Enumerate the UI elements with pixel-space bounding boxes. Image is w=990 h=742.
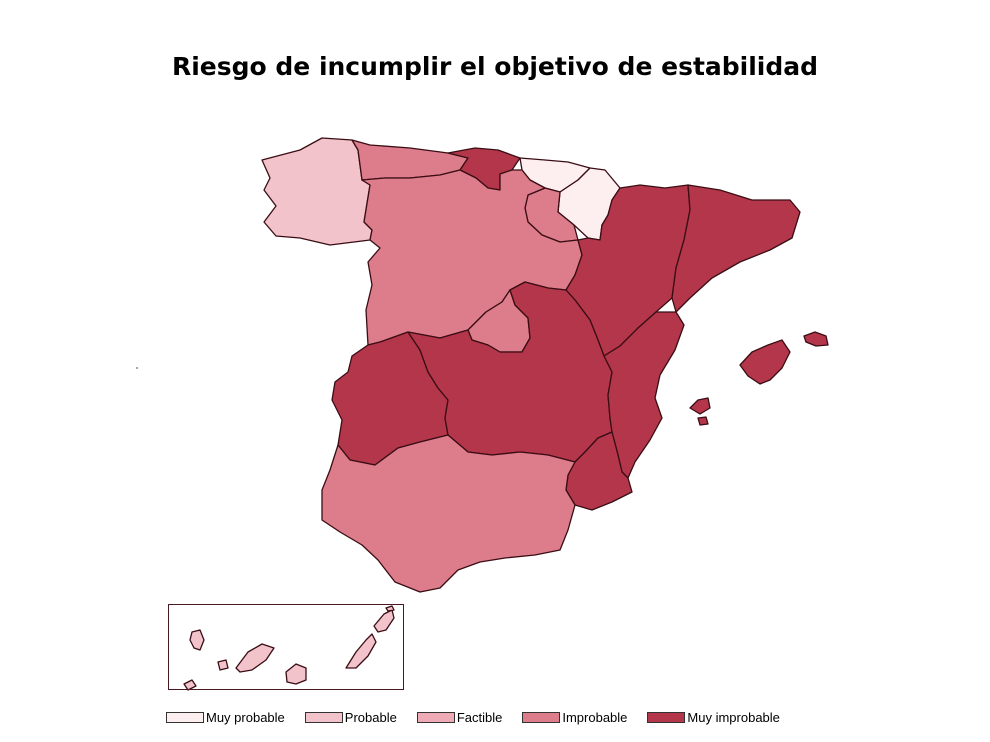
region-formentera[interactable]	[697, 416, 709, 426]
legend-item: Factible	[416, 709, 503, 725]
region-andalucia[interactable]	[321, 434, 576, 593]
legend: Muy probable Probable Factible Improbabl…	[166, 708, 800, 726]
legend-swatch	[416, 711, 455, 723]
region-canarias-gran-canaria[interactable]	[285, 663, 307, 685]
legend-item: Probable	[304, 709, 397, 725]
legend-swatch	[304, 711, 343, 723]
region-valenciana[interactable]	[603, 311, 685, 479]
legend-item: Muy improbable	[647, 710, 780, 725]
region-galicia[interactable]	[261, 137, 373, 246]
region-cataluna[interactable]	[671, 184, 801, 313]
legend-label: Improbable	[562, 709, 628, 725]
stray-dot	[136, 367, 138, 369]
canarias-inset-frame	[168, 604, 404, 690]
region-canarias-la-gomera[interactable]	[217, 659, 229, 671]
legend-swatch	[166, 711, 204, 723]
region-menorca[interactable]	[803, 331, 829, 347]
region-ibiza[interactable]	[689, 397, 711, 415]
region-canarias-la-palma[interactable]	[189, 629, 205, 651]
legend-label: Factible	[456, 709, 503, 725]
region-canarias-tenerife[interactable]	[235, 643, 275, 673]
region-mallorca[interactable]	[739, 339, 791, 385]
legend-item: Improbable	[522, 710, 627, 725]
region-canarias-el-hierro[interactable]	[183, 679, 197, 691]
legend-item: Muy probable	[166, 710, 285, 725]
legend-label: Muy improbable	[687, 709, 780, 725]
legend-label: Muy probable	[206, 709, 285, 725]
region-canarias-lanzarote[interactable]	[373, 609, 395, 633]
map-title: Riesgo de incumplir el objetivo de estab…	[171, 52, 819, 81]
region-canarias-graciosa[interactable]	[385, 605, 395, 612]
legend-swatch	[647, 711, 686, 723]
region-canarias-fuerteventura[interactable]	[345, 633, 377, 669]
legend-label: Probable	[344, 709, 397, 725]
legend-swatch	[522, 711, 561, 723]
